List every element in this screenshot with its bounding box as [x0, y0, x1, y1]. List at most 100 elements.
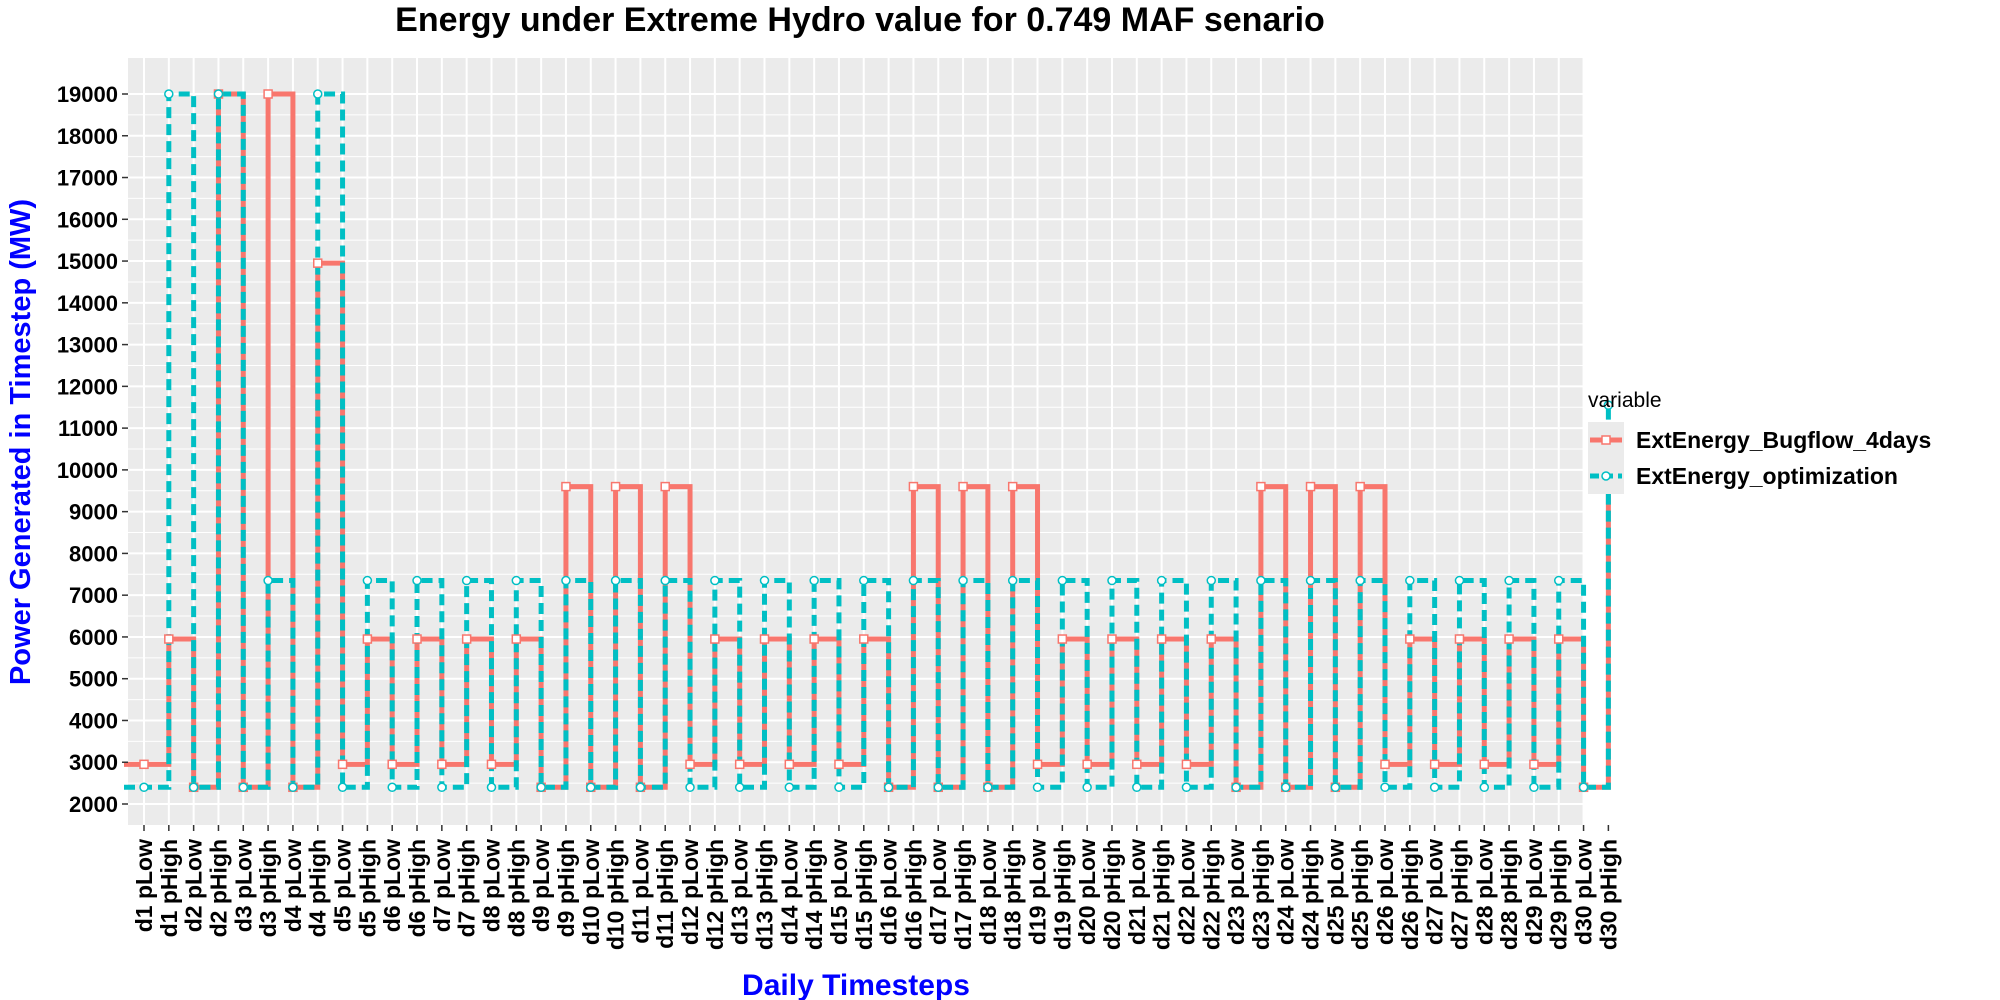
x-tick-label: d14 pLow: [776, 839, 802, 945]
y-tick-label: 3000: [69, 750, 118, 775]
x-tick-label: d3 pHigh: [255, 839, 281, 937]
x-tick-label: d5 pHigh: [354, 839, 380, 937]
series-marker-0: [437, 759, 447, 770]
x-tick-label: d9 pLow: [528, 839, 554, 932]
series-marker-1: [1206, 575, 1217, 586]
series-marker-0: [610, 481, 621, 492]
series-marker-1: [685, 782, 695, 793]
x-tick-label: d17 pHigh: [950, 839, 976, 950]
series-marker-0: [809, 634, 819, 644]
x-tick-label: d18 pHigh: [1000, 839, 1026, 950]
series-marker-1: [1107, 575, 1117, 586]
y-tick-label: 13000: [57, 333, 118, 358]
x-tick-label: d15 pLow: [826, 839, 852, 945]
x-tick-label: d26 pHigh: [1397, 839, 1423, 950]
x-tick-label: d11 pHigh: [652, 839, 678, 949]
series-marker-0: [908, 481, 919, 492]
series-marker-0: [1529, 759, 1539, 770]
x-tick-label: d25 pLow: [1322, 839, 1348, 945]
series-marker-0: [759, 634, 770, 644]
x-tick-label: d7 pLow: [429, 839, 455, 932]
series-marker-1: [660, 575, 670, 586]
series-marker-1: [1380, 782, 1390, 793]
series-marker-0: [1082, 759, 1092, 770]
y-tick-label: 5000: [69, 667, 118, 692]
x-tick-label: d15 pHigh: [851, 839, 877, 950]
y-tick-label: 6000: [69, 625, 118, 650]
x-tick-label: d20 pLow: [1074, 839, 1100, 945]
x-tick-label: d12 pLow: [677, 839, 703, 945]
series-marker-1: [1032, 782, 1043, 793]
x-tick-label: d1 pLow: [131, 839, 157, 932]
series-marker-1: [387, 782, 397, 793]
x-tick-label: d22 pHigh: [1198, 839, 1224, 950]
x-tick-label: d13 pLow: [727, 839, 753, 945]
series-marker-0: [784, 759, 795, 770]
series-marker-1: [958, 575, 968, 586]
series-marker-1: [1529, 782, 1539, 793]
x-tick-label: d2 pLow: [181, 839, 207, 932]
series-marker-1: [288, 782, 298, 793]
x-axis-label: Daily Timesteps: [742, 969, 970, 1000]
y-tick-label: 16000: [57, 207, 118, 232]
series-marker-0: [362, 634, 373, 644]
x-tick-label: d4 pHigh: [305, 839, 331, 937]
x-tick-label: d24 pHigh: [1298, 839, 1324, 950]
series-marker-1: [809, 575, 819, 586]
x-tick-label: d2 pHigh: [205, 839, 231, 937]
x-tick-label: d5 pLow: [330, 839, 356, 932]
x-tick-label: d29 pHigh: [1546, 839, 1572, 950]
series-marker-0: [1032, 759, 1043, 770]
y-axis: 2000 3000 4000 5000 6000 7000 8000 9000 10000 110…: [57, 82, 128, 817]
series-marker-0: [164, 634, 174, 644]
x-tick-label: d3 pLow: [230, 839, 256, 932]
series-marker-0: [734, 759, 745, 770]
x-tick-label: d30 pHigh: [1595, 839, 1621, 950]
series-marker-1: [1181, 782, 1192, 793]
x-tick-label: d27 pHigh: [1446, 839, 1472, 950]
legend-key-bugflow: [1588, 422, 1624, 458]
legend-key-optimization: [1588, 458, 1624, 494]
x-tick-label: d10 pLow: [578, 839, 604, 945]
series-marker-1: [933, 782, 943, 793]
x-tick-label: d20 pHigh: [1099, 839, 1125, 950]
x-tick-label: d21 pLow: [1124, 839, 1150, 945]
series-marker-1: [412, 575, 422, 586]
series-marker-1: [834, 782, 844, 793]
series-marker-1: [139, 782, 149, 793]
series-marker-0: [1256, 481, 1266, 492]
series-marker-1: [337, 782, 348, 793]
series-marker-1: [1330, 782, 1341, 793]
y-tick-label: 10000: [57, 458, 118, 483]
series-marker-1: [1280, 782, 1291, 793]
series-marker-0: [1479, 759, 1490, 770]
series-marker-0: [312, 258, 323, 268]
series-marker-0: [834, 759, 844, 770]
x-tick-label: d29 pLow: [1521, 839, 1547, 945]
series-marker-0: [1156, 634, 1167, 644]
series-marker-1: [784, 782, 795, 793]
series-marker-1: [610, 575, 621, 586]
series-marker-1: [1132, 782, 1142, 793]
series-marker-0: [486, 759, 497, 770]
x-tick-label: d27 pLow: [1422, 839, 1448, 945]
series-marker-1: [238, 782, 249, 793]
y-tick-label: 12000: [57, 374, 118, 399]
y-tick-label: 19000: [57, 82, 118, 107]
y-tick-label: 8000: [69, 541, 118, 566]
series-marker-0: [1504, 634, 1514, 644]
series-marker-1: [1603, 400, 1614, 410]
x-tick-label: d23 pHigh: [1248, 839, 1274, 950]
x-tick-label: d6 pLow: [379, 839, 405, 932]
series-marker-1: [1355, 575, 1365, 586]
x-tick-label: d30 pLow: [1571, 839, 1597, 945]
series-marker-0: [1380, 759, 1390, 770]
series-marker-0: [511, 634, 522, 644]
series-marker-1: [362, 575, 373, 586]
legend-item-optimization: ExtEnergy_optimization: [1588, 458, 1998, 494]
series-marker-1: [1082, 782, 1092, 793]
series-marker-1: [586, 782, 596, 793]
series-marker-1: [759, 575, 770, 586]
series-marker-0: [958, 481, 968, 492]
